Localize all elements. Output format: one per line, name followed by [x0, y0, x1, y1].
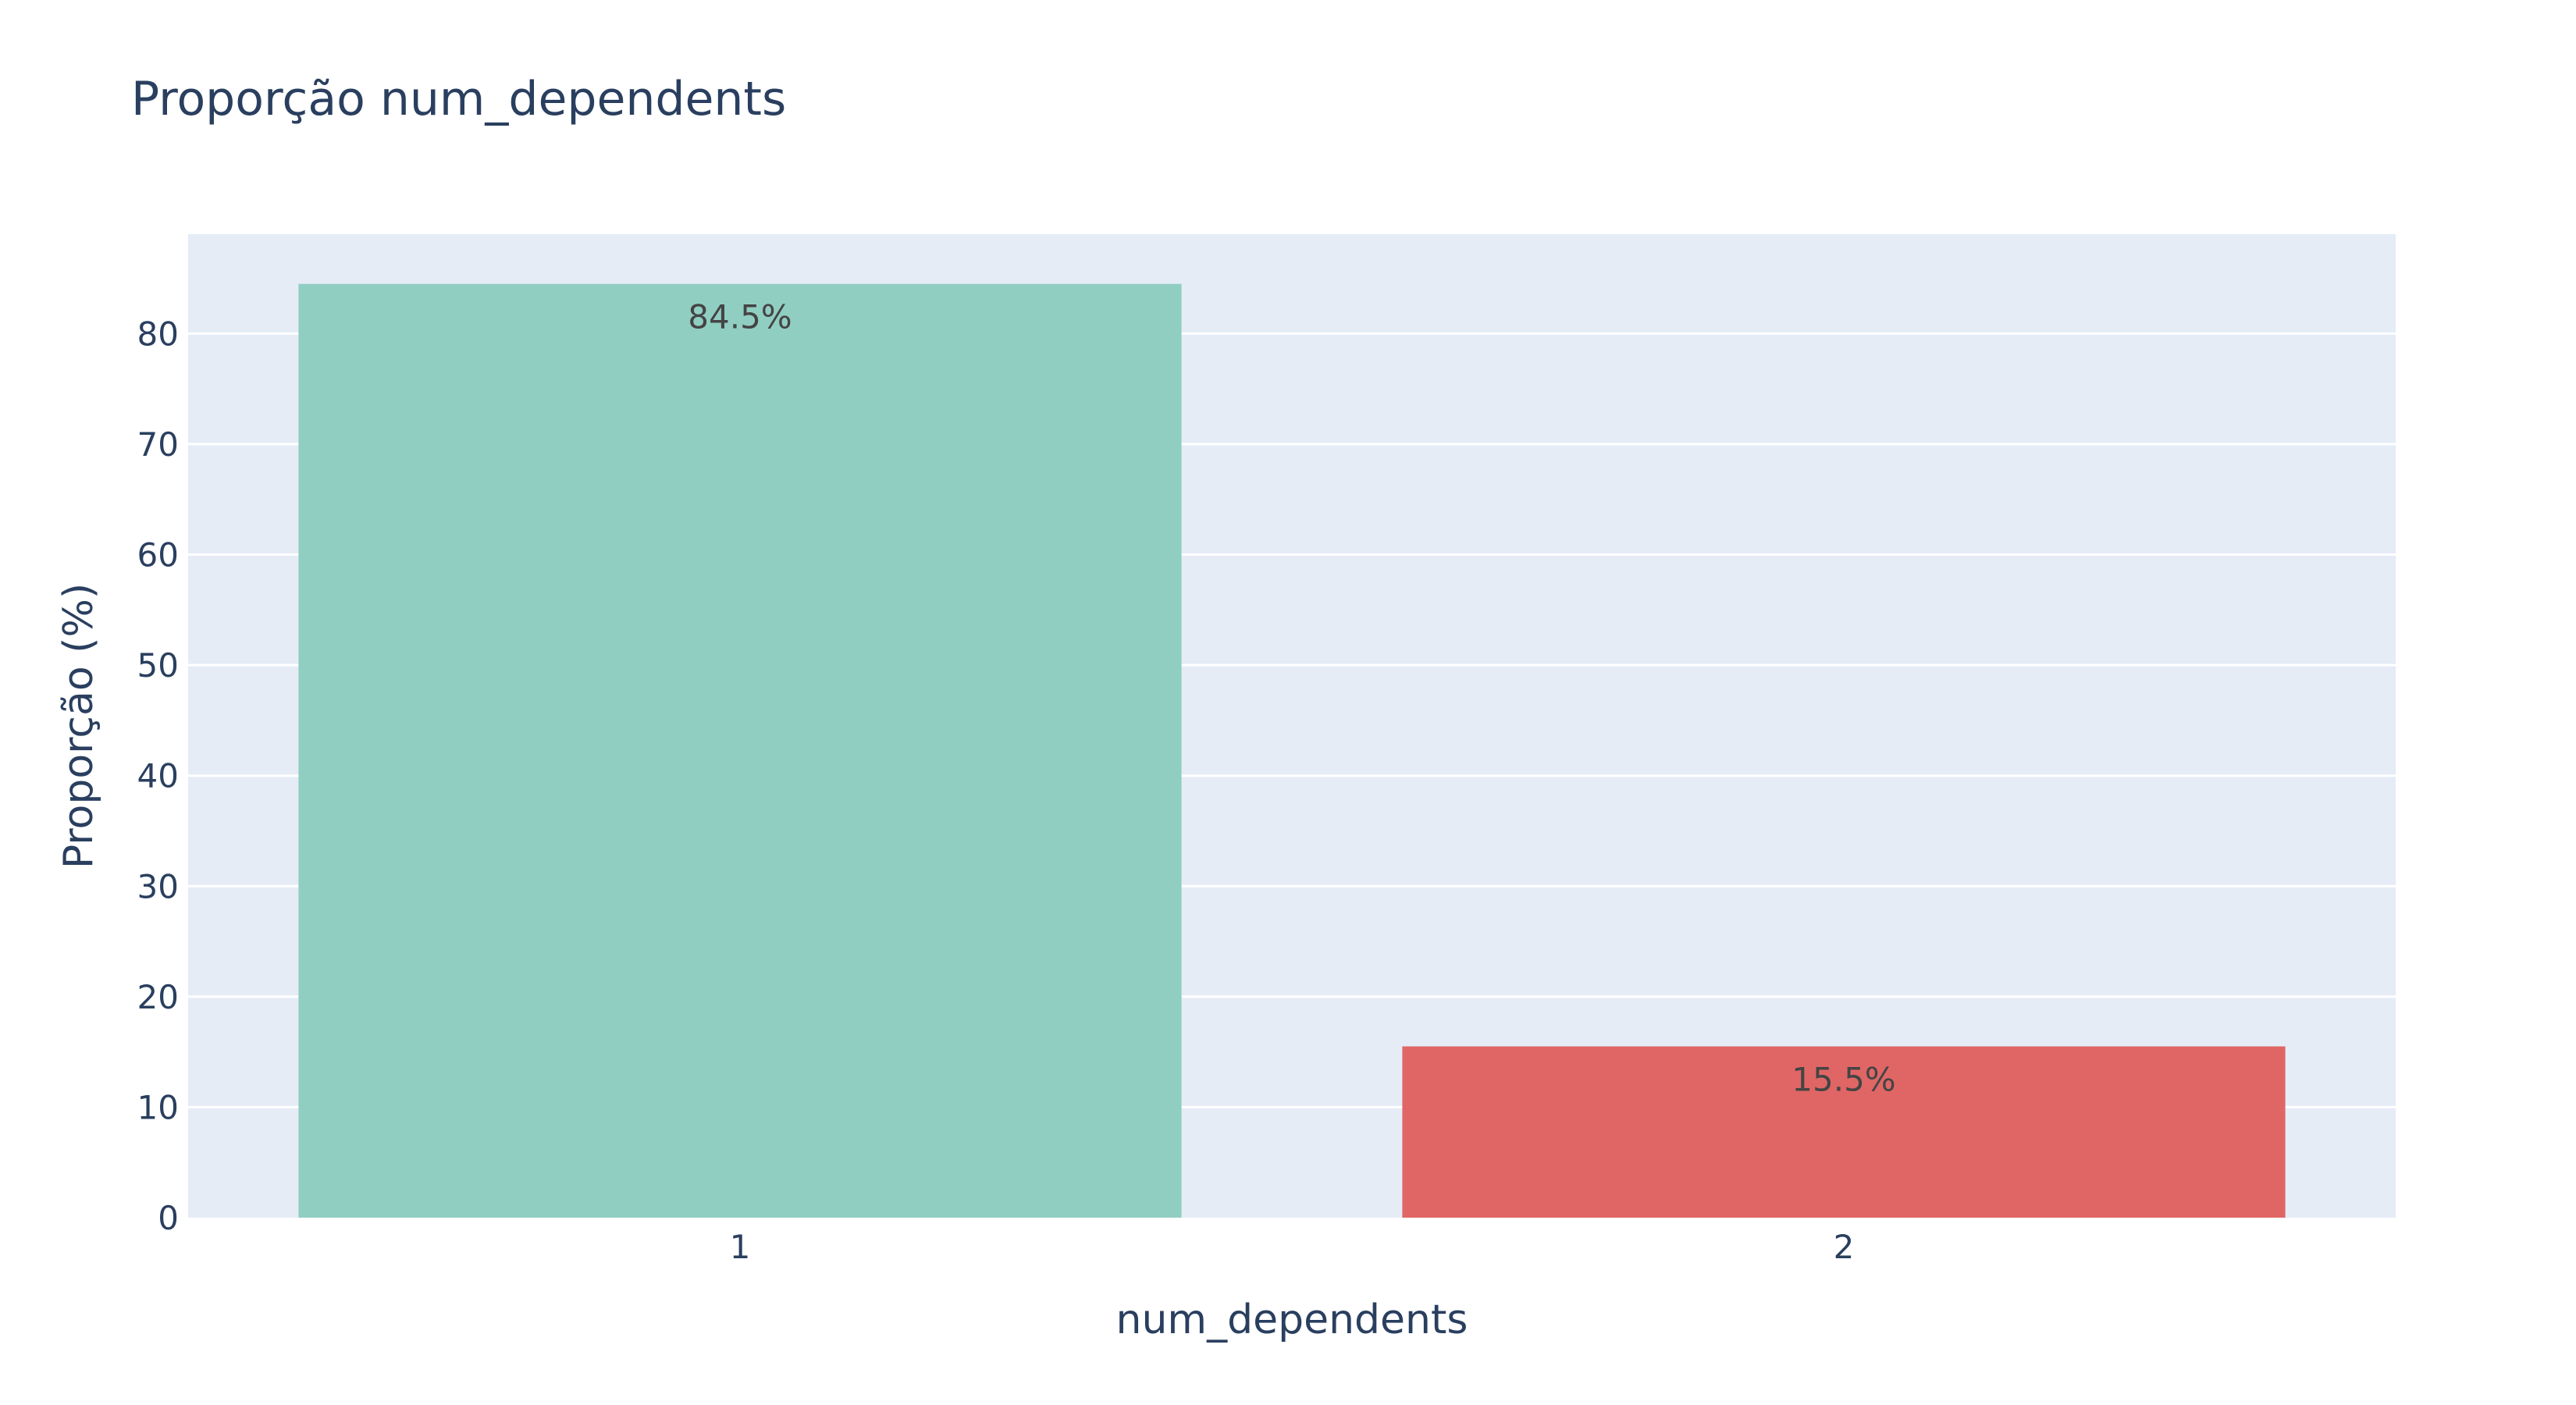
- bar-2[interactable]: [1402, 1046, 2286, 1218]
- y-axis-title: Proporção (%): [55, 583, 102, 869]
- y-tick-label: 50: [137, 646, 179, 685]
- y-tick-label: 20: [137, 978, 179, 1016]
- chart-title: Proporção num_dependents: [131, 72, 786, 126]
- y-tick-label: 0: [158, 1199, 179, 1237]
- y-tick-label: 40: [137, 757, 179, 795]
- data-label-1: 84.5%: [688, 298, 792, 336]
- y-tick-label: 60: [137, 536, 179, 574]
- x-axis-title: num_dependents: [1116, 1297, 1468, 1343]
- bars: [298, 283, 2286, 1218]
- x-tick-label: 1: [730, 1228, 751, 1266]
- data-labels: 84.5% 15.5%: [688, 298, 1895, 1099]
- x-tick-label: 2: [1834, 1228, 1855, 1266]
- y-tick-label: 80: [137, 315, 179, 353]
- bar-1[interactable]: [298, 283, 1182, 1218]
- y-tick-label: 10: [137, 1088, 179, 1126]
- y-tick-label: 30: [137, 867, 179, 905]
- y-axis-ticks: 0 10 20 30 40 50 60 70 80: [137, 315, 179, 1237]
- data-label-2: 15.5%: [1791, 1061, 1895, 1099]
- y-tick-label: 70: [137, 425, 179, 464]
